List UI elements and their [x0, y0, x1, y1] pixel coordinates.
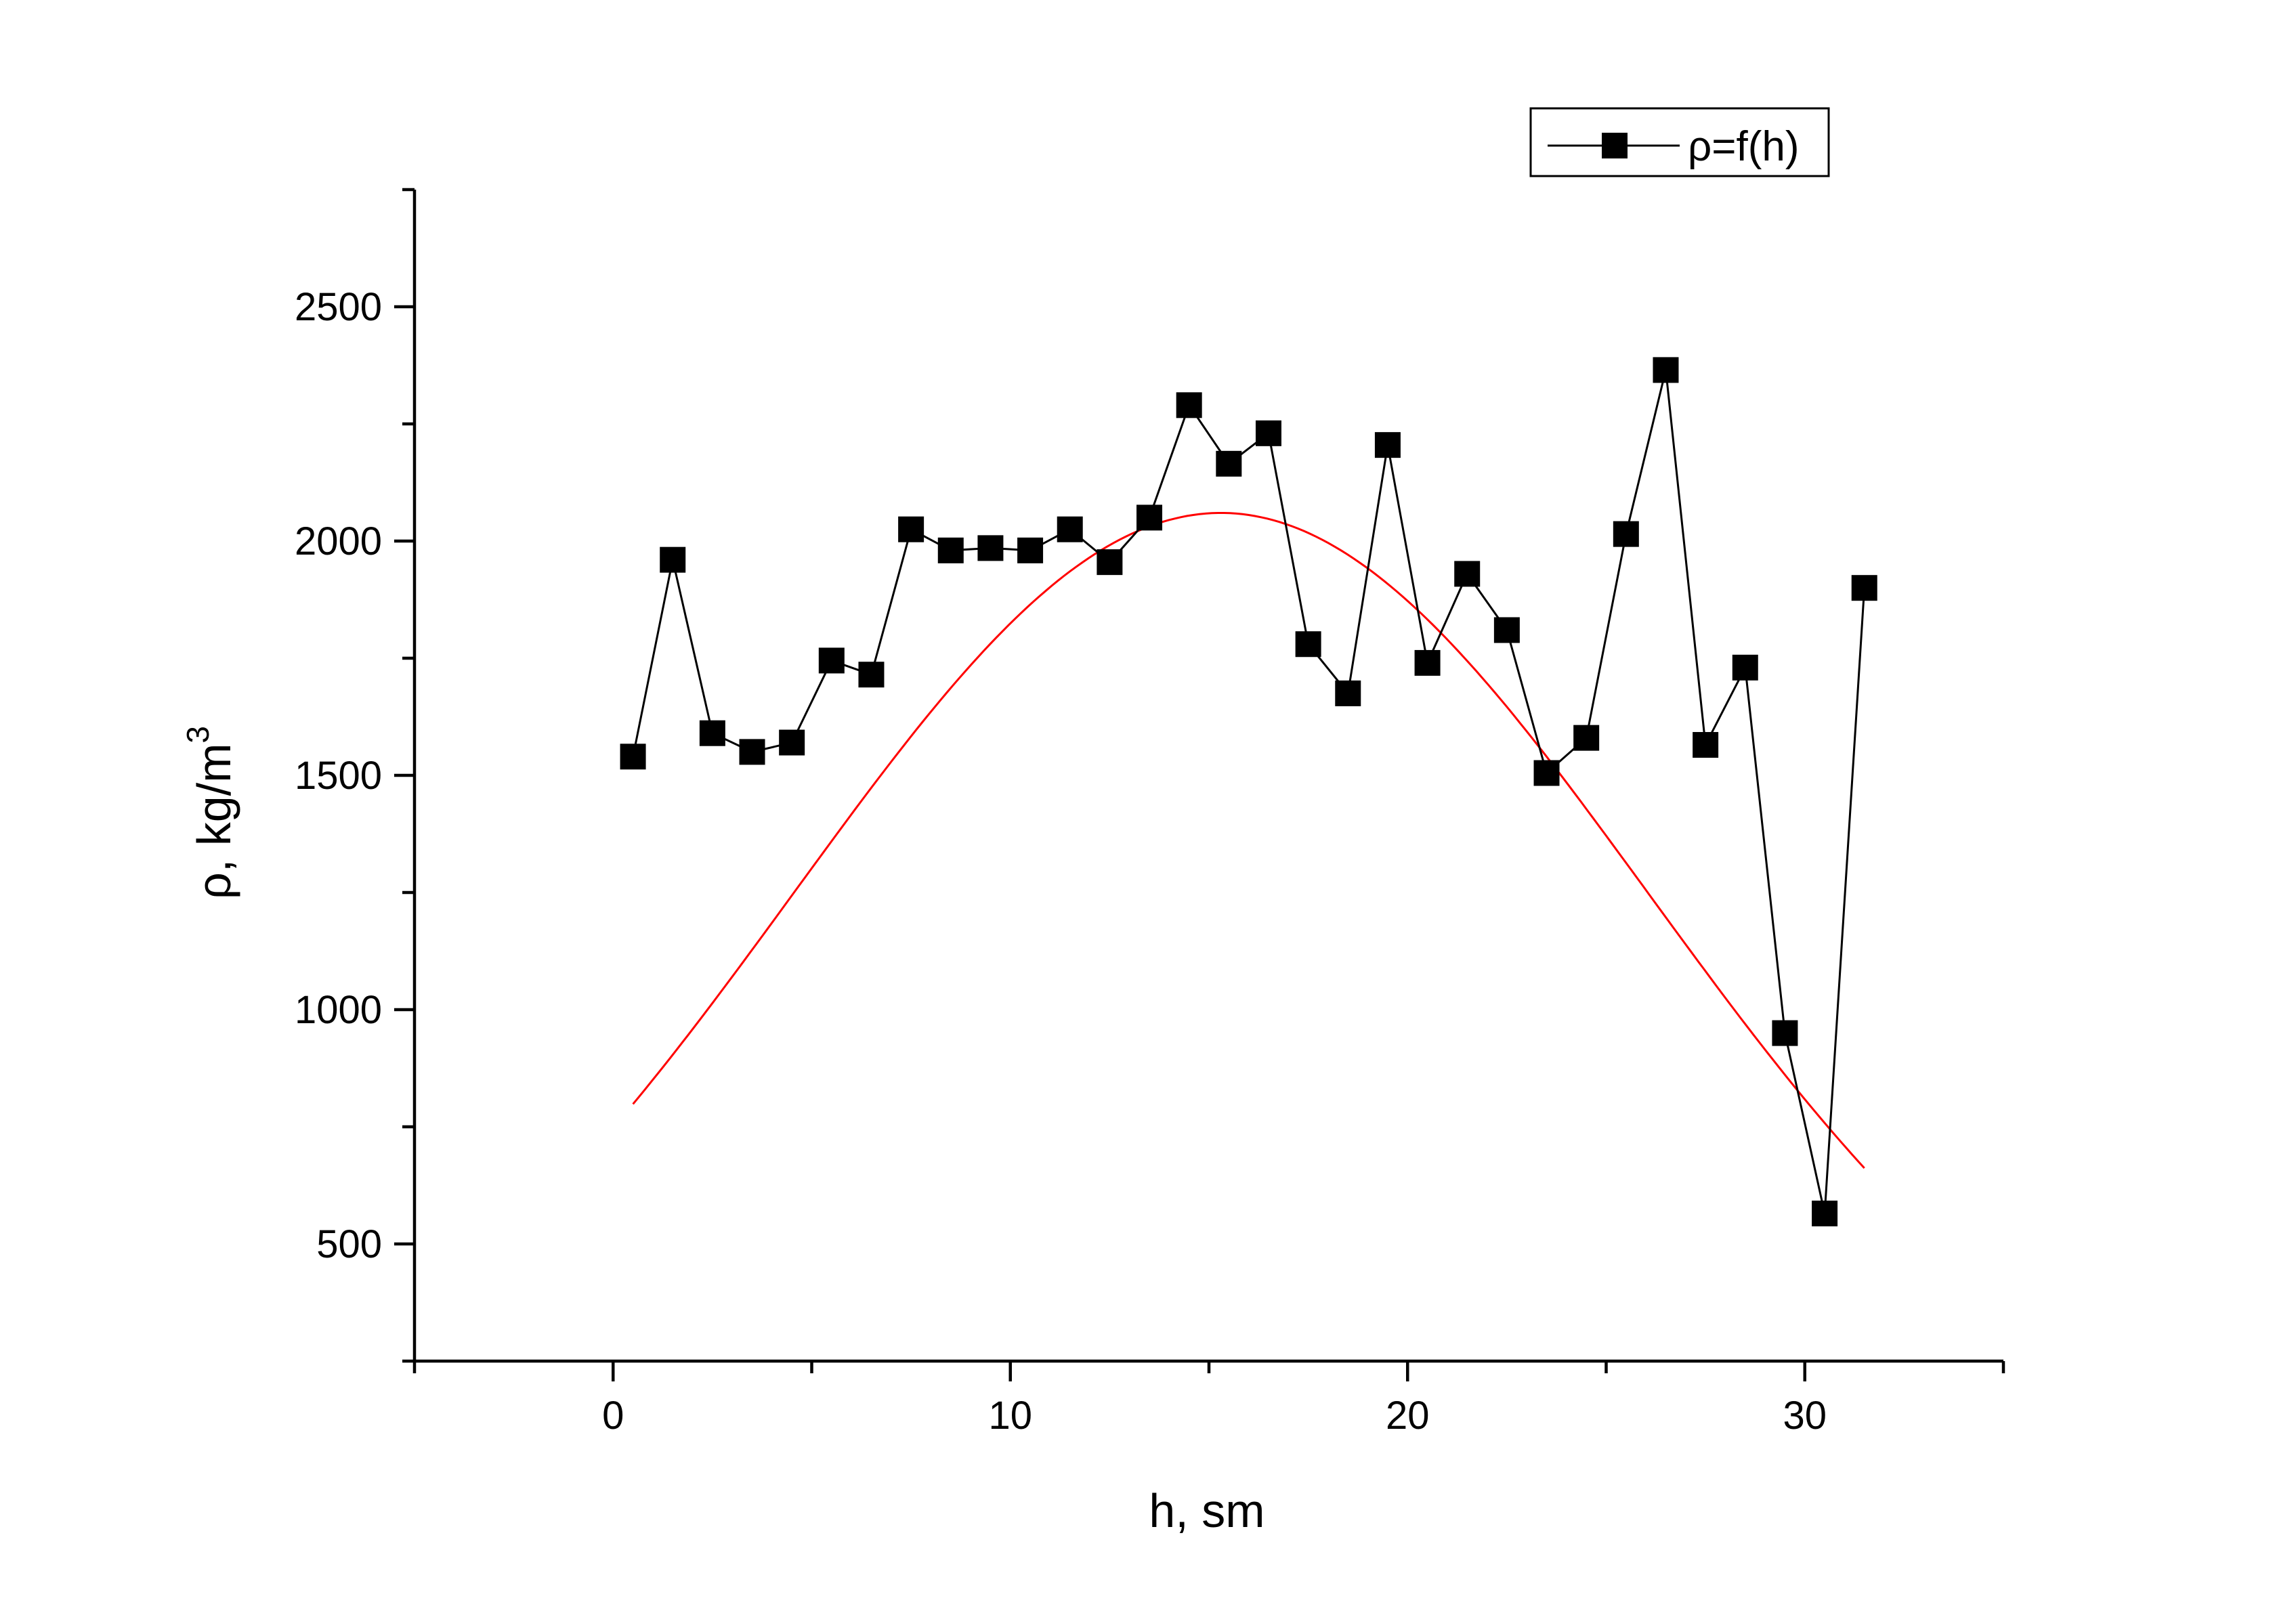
- data-point: [1374, 432, 1401, 458]
- fit-curve: [632, 512, 1865, 1169]
- data-point: [1017, 537, 1044, 563]
- data-point: [937, 537, 964, 563]
- y-axis-title-superscript: 3: [180, 726, 215, 744]
- y-tick-label: 500: [316, 1222, 382, 1266]
- fit-layer: [632, 512, 1865, 1169]
- data-point: [1653, 357, 1679, 383]
- x-tick-label: 30: [1783, 1394, 1827, 1438]
- data-point: [1693, 732, 1719, 758]
- data-point: [660, 546, 686, 573]
- data-point: [1335, 680, 1361, 706]
- legend-label: ρ=f(h): [1688, 123, 1799, 170]
- data-point: [1812, 1201, 1838, 1227]
- data-point: [1216, 450, 1242, 477]
- data-point: [1732, 654, 1758, 681]
- data-point: [620, 744, 646, 770]
- data-point: [1176, 392, 1202, 418]
- x-tick-label: 20: [1386, 1394, 1430, 1438]
- x-tick-label: 10: [988, 1394, 1032, 1438]
- data-point: [1772, 1020, 1798, 1046]
- data-point: [858, 662, 885, 688]
- data-point: [1295, 631, 1321, 658]
- data-point: [739, 739, 765, 765]
- data-point: [898, 516, 924, 542]
- data-point: [1057, 516, 1083, 542]
- data-point: [1493, 617, 1520, 643]
- y-tick-label: 2500: [295, 285, 382, 329]
- series-layer: [620, 357, 1877, 1227]
- y-tick-label: 2000: [295, 519, 382, 563]
- axes: 0 10 20 30 500 1000 1500 2000 2500: [295, 188, 2005, 1438]
- data-point: [1097, 549, 1123, 576]
- y-axis-title: ρ, kg/m3: [180, 726, 240, 899]
- data-point: [1533, 760, 1560, 786]
- legend-box: [1529, 107, 1830, 177]
- data-point: [1454, 561, 1481, 587]
- data-point: [1851, 575, 1877, 601]
- data-point: [977, 535, 1004, 561]
- data-point: [1573, 725, 1600, 751]
- data-point: [1255, 420, 1281, 446]
- x-tick-label: 0: [602, 1394, 624, 1438]
- data-point: [779, 729, 805, 756]
- y-axis-title-main: ρ, kg/m: [188, 744, 240, 899]
- data-point: [1136, 504, 1163, 531]
- data-point: [1613, 521, 1639, 547]
- y-tick-label: 1000: [295, 988, 382, 1032]
- legend: ρ=f(h): [1529, 107, 1830, 177]
- y-axis-title-group: ρ, kg/m3: [180, 726, 240, 899]
- x-axis-title: h, sm: [1149, 1484, 1264, 1537]
- y-tick-label: 1500: [295, 754, 382, 798]
- data-point: [699, 720, 725, 746]
- legend-marker: [1602, 133, 1628, 158]
- data-point: [1414, 649, 1441, 676]
- data-point: [818, 647, 845, 674]
